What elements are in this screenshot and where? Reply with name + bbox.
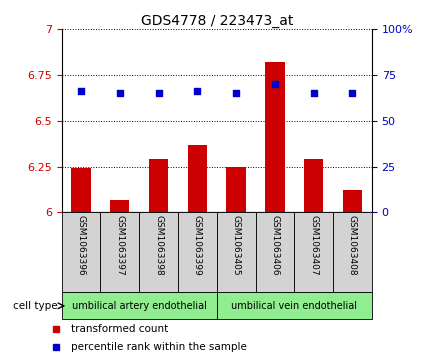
- Bar: [62, 292, 217, 319]
- Bar: [217, 212, 255, 292]
- Bar: [71, 168, 91, 212]
- Bar: [255, 212, 294, 292]
- Bar: [265, 62, 285, 212]
- Text: GSM1063407: GSM1063407: [309, 215, 318, 276]
- Text: GSM1063396: GSM1063396: [76, 215, 85, 276]
- Bar: [304, 159, 323, 212]
- Bar: [217, 292, 372, 319]
- Bar: [343, 190, 362, 212]
- Bar: [227, 167, 246, 212]
- Text: GSM1063398: GSM1063398: [154, 215, 163, 276]
- Text: GSM1063405: GSM1063405: [232, 215, 241, 276]
- Text: umbilical artery endothelial: umbilical artery endothelial: [72, 301, 207, 311]
- Bar: [139, 212, 178, 292]
- Bar: [100, 212, 139, 292]
- Bar: [149, 159, 168, 212]
- Point: [233, 90, 240, 96]
- Point: [349, 90, 356, 96]
- Bar: [62, 212, 100, 292]
- Title: GDS4778 / 223473_at: GDS4778 / 223473_at: [141, 14, 293, 28]
- Bar: [333, 212, 372, 292]
- Point: [272, 81, 278, 87]
- Point: [78, 89, 85, 94]
- Text: cell type: cell type: [13, 301, 57, 311]
- Bar: [188, 144, 207, 212]
- Point: [155, 90, 162, 96]
- Text: percentile rank within the sample: percentile rank within the sample: [71, 342, 246, 352]
- Text: GSM1063399: GSM1063399: [193, 215, 202, 276]
- Point: [116, 90, 123, 96]
- Bar: [178, 212, 217, 292]
- Text: GSM1063406: GSM1063406: [270, 215, 279, 276]
- Text: GSM1063397: GSM1063397: [115, 215, 124, 276]
- Bar: [294, 212, 333, 292]
- Text: GSM1063408: GSM1063408: [348, 215, 357, 276]
- Point: [194, 89, 201, 94]
- Point: [310, 90, 317, 96]
- Bar: [110, 200, 130, 212]
- Text: umbilical vein endothelial: umbilical vein endothelial: [231, 301, 357, 311]
- Text: transformed count: transformed count: [71, 323, 168, 334]
